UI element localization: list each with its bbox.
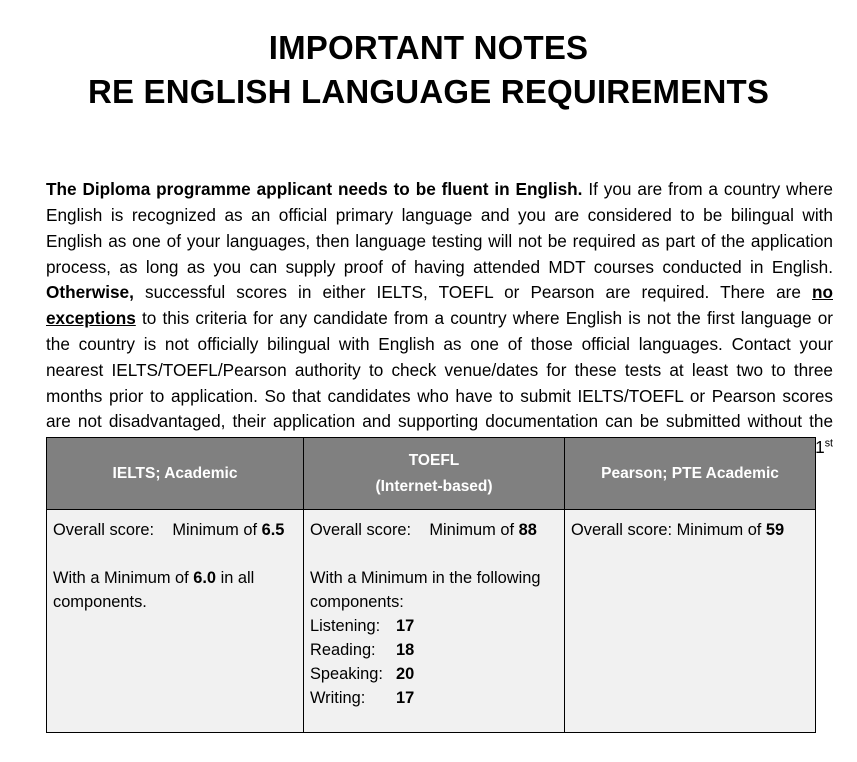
title-line-1: IMPORTANT NOTES: [268, 29, 589, 66]
toefl-component-writing-label: Writing:: [310, 689, 366, 707]
ielts-overall-label: Overall score:: [53, 521, 155, 539]
page-title: IMPORTANT NOTES RE ENGLISH LANGUAGE REQU…: [0, 26, 857, 114]
toefl-overall-score-line: Overall score: Minimum of 88: [310, 518, 559, 542]
ordinal-superscript: st: [824, 437, 833, 450]
column-header-toefl-line-2: (Internet-based): [375, 477, 493, 495]
table-header-row: IELTS; Academic TOEFL (Internet-based) P…: [46, 437, 816, 510]
toefl-component-speaking: Speaking: 20: [310, 662, 559, 686]
toefl-component-listening: Listening: 17: [310, 614, 559, 638]
ielts-minimum-line-1: With a Minimum of 6.0 in all: [53, 566, 298, 590]
toefl-overall-label: Overall score:: [310, 521, 412, 539]
toefl-component-listening-label: Listening:: [310, 617, 381, 635]
cell-toefl-requirements: Overall score: Minimum of 88 With a Mini…: [303, 509, 565, 733]
paragraph-segment-2: successful scores in either IELTS, TOEFL…: [133, 282, 812, 303]
toefl-minimum-line-1: With a Minimum in the following: [310, 569, 541, 587]
ielts-cell-spacer: [53, 542, 298, 566]
ielts-overall-value: 6.5: [261, 521, 285, 539]
toefl-cell-spacer: [310, 542, 559, 566]
toefl-component-writing-value: 17: [396, 689, 415, 707]
column-header-ielts-line-1: IELTS; Academic: [112, 464, 238, 482]
toefl-component-reading: Reading: 18: [310, 638, 559, 662]
column-header-ielts: IELTS; Academic: [46, 437, 304, 510]
toefl-component-writing: Writing: 17: [310, 686, 559, 710]
ielts-minimum-prefix: With a Minimum of: [53, 569, 194, 587]
column-header-toefl-line-1: TOEFL: [408, 451, 460, 469]
toefl-component-reading-label: Reading:: [310, 641, 376, 659]
english-score-requirements-table: IELTS; Academic TOEFL (Internet-based) P…: [46, 437, 816, 733]
cell-ielts-requirements: Overall score: Minimum of 6.5 With a Min…: [46, 509, 304, 733]
toefl-minimum-line-2: components:: [310, 593, 404, 611]
pearson-overall-score-line: Overall score: Minimum of 59: [571, 518, 810, 542]
ielts-overall-score-line: Overall score: Minimum of 6.5: [53, 518, 298, 542]
toefl-component-listening-value: 17: [396, 617, 415, 635]
table-body-row: Overall score: Minimum of 6.5 With a Min…: [46, 509, 816, 733]
toefl-component-reading-value: 18: [396, 641, 415, 659]
ielts-minimum-line-2: components.: [53, 593, 147, 611]
cell-pearson-requirements: Overall score: Minimum of 59: [564, 509, 816, 733]
ielts-overall-prefix: Minimum of: [154, 521, 262, 539]
column-header-toefl: TOEFL (Internet-based): [303, 437, 565, 510]
column-header-pearson: Pearson; PTE Academic: [564, 437, 816, 510]
ielts-minimum-suffix: in all: [216, 569, 255, 587]
toefl-overall-prefix: Minimum of: [411, 521, 519, 539]
title-line-2: RE ENGLISH LANGUAGE REQUIREMENTS: [87, 73, 770, 110]
toefl-component-speaking-value: 20: [396, 665, 415, 683]
pearson-overall-prefix: Overall score: Minimum of: [571, 521, 766, 539]
pearson-overall-value: 59: [765, 521, 785, 539]
column-header-pearson-line-1: Pearson; PTE Academic: [601, 464, 779, 482]
paragraph-no-exceptions-underlined: no exceptions: [46, 282, 833, 329]
paragraph-segment-3: to this criteria for any candidate from …: [46, 308, 833, 457]
paragraph-bold-otherwise: Otherwise,: [46, 282, 134, 303]
toefl-overall-value: 88: [518, 521, 537, 539]
ielts-minimum-value: 6.0: [193, 569, 217, 587]
paragraph-lead-bold: The Diploma programme applicant needs to…: [46, 179, 583, 200]
toefl-component-speaking-label: Speaking:: [310, 665, 383, 683]
paragraph-segment-1: If you are from a country where English …: [46, 179, 833, 277]
